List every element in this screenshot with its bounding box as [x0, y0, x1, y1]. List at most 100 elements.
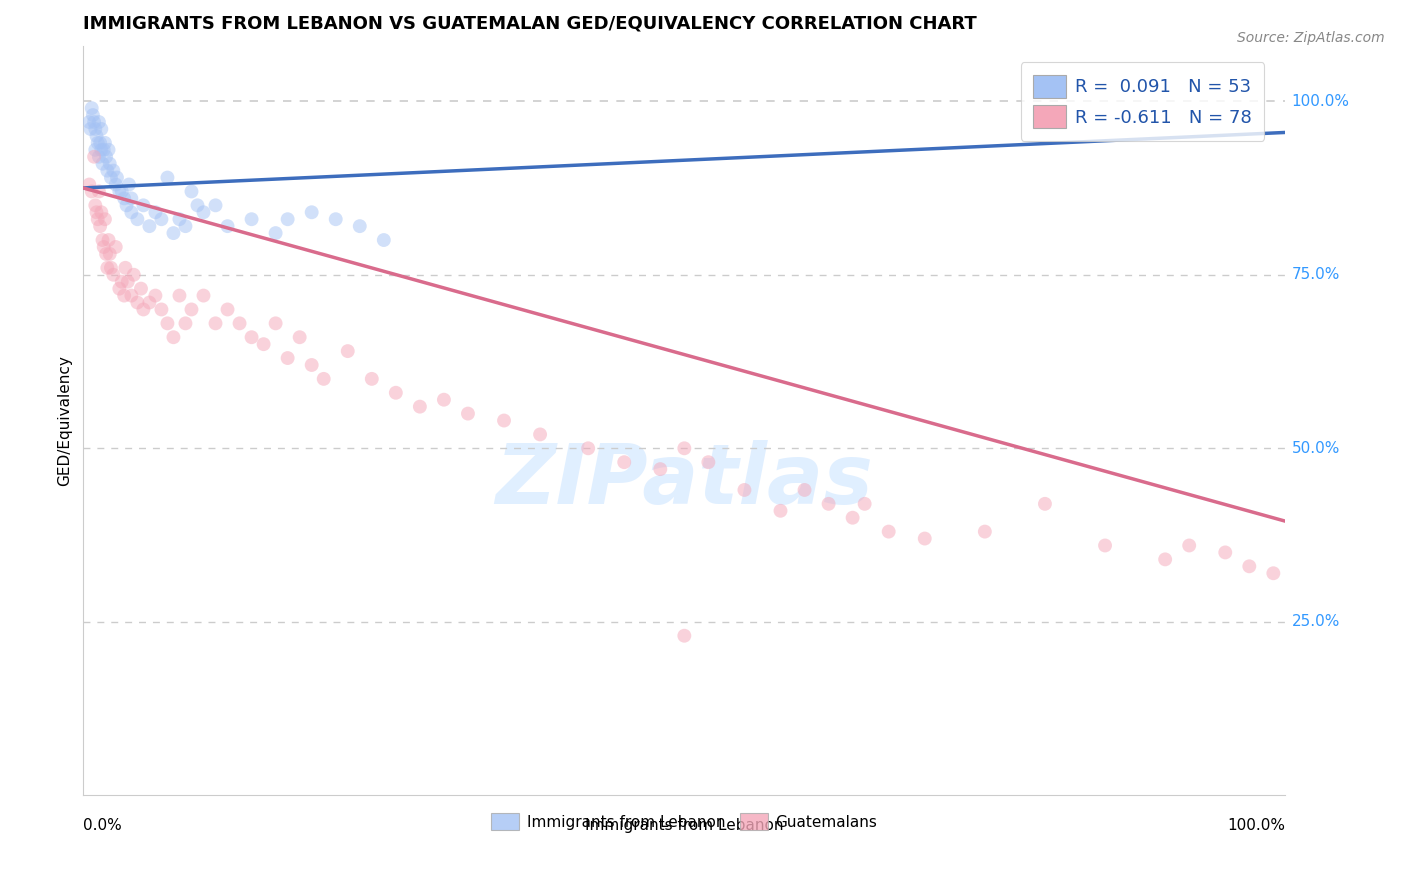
Point — [83, 150, 105, 164]
Point — [252, 337, 274, 351]
Point — [277, 351, 299, 365]
Point — [204, 198, 226, 212]
Point — [277, 212, 299, 227]
Text: 0.0%: 0.0% — [83, 818, 122, 833]
Point — [169, 212, 191, 227]
Point — [492, 413, 515, 427]
Point — [1239, 559, 1261, 574]
Point — [264, 226, 287, 240]
Point — [613, 455, 636, 469]
Point — [87, 185, 110, 199]
Point — [288, 330, 311, 344]
Point — [80, 101, 103, 115]
Point — [973, 524, 995, 539]
Point — [90, 122, 112, 136]
Point — [264, 316, 287, 330]
Point — [84, 198, 107, 212]
Point — [162, 226, 184, 240]
Point — [228, 316, 250, 330]
Point — [118, 178, 141, 192]
Point — [1094, 539, 1116, 553]
Point — [96, 163, 118, 178]
Point — [150, 212, 173, 227]
Point — [83, 115, 105, 129]
Point — [150, 302, 173, 317]
Point — [877, 524, 900, 539]
Point — [87, 150, 110, 164]
Point — [120, 205, 142, 219]
Point — [373, 233, 395, 247]
Point — [97, 143, 120, 157]
Point — [104, 178, 127, 192]
Y-axis label: GED/Equivalency: GED/Equivalency — [58, 355, 72, 486]
Point — [204, 316, 226, 330]
Text: ZIPatlas: ZIPatlas — [495, 440, 873, 521]
Point — [360, 372, 382, 386]
Point — [120, 191, 142, 205]
Point — [108, 185, 131, 199]
Point — [217, 302, 239, 317]
Point — [132, 198, 155, 212]
Point — [117, 275, 139, 289]
Point — [1263, 566, 1285, 581]
Point — [673, 629, 696, 643]
Point — [145, 288, 167, 302]
Point — [576, 442, 599, 456]
Point — [325, 212, 347, 227]
Point — [100, 170, 122, 185]
Point — [733, 483, 755, 497]
Text: Immigrants from Lebanon: Immigrants from Lebanon — [585, 818, 783, 833]
Point — [433, 392, 456, 407]
Point — [817, 497, 839, 511]
Point — [86, 205, 108, 219]
Point — [769, 504, 792, 518]
Text: 25.0%: 25.0% — [1291, 615, 1340, 630]
Point — [91, 156, 114, 170]
Point — [240, 212, 263, 227]
Point — [86, 128, 108, 143]
Point — [312, 372, 335, 386]
Point — [853, 497, 876, 511]
Point — [138, 295, 160, 310]
Point — [115, 198, 138, 212]
Legend: Immigrants from Lebanon, Guatemalans: Immigrants from Lebanon, Guatemalans — [485, 806, 883, 837]
Point — [156, 170, 179, 185]
Point — [94, 150, 117, 164]
Point — [336, 344, 359, 359]
Point — [1154, 552, 1177, 566]
Point — [129, 282, 152, 296]
Point — [105, 170, 128, 185]
Point — [90, 205, 112, 219]
Point — [180, 302, 202, 317]
Text: 50.0%: 50.0% — [1291, 441, 1340, 456]
Point — [97, 233, 120, 247]
Point — [79, 178, 101, 192]
Point — [91, 233, 114, 247]
Point — [80, 185, 103, 199]
Point — [697, 455, 720, 469]
Point — [112, 191, 135, 205]
Point — [186, 198, 208, 212]
Point — [122, 268, 145, 282]
Point — [174, 219, 197, 234]
Point — [914, 532, 936, 546]
Point — [94, 247, 117, 261]
Point — [457, 407, 479, 421]
Point — [301, 205, 323, 219]
Point — [385, 385, 408, 400]
Point — [86, 136, 108, 150]
Point — [793, 483, 815, 497]
Point — [103, 163, 125, 178]
Point — [409, 400, 432, 414]
Point — [240, 330, 263, 344]
Point — [86, 212, 108, 227]
Point — [156, 316, 179, 330]
Point — [87, 115, 110, 129]
Point — [103, 268, 125, 282]
Point — [111, 185, 134, 199]
Point — [79, 122, 101, 136]
Text: IMMIGRANTS FROM LEBANON VS GUATEMALAN GED/EQUIVALENCY CORRELATION CHART: IMMIGRANTS FROM LEBANON VS GUATEMALAN GE… — [83, 15, 977, 33]
Point — [112, 288, 135, 302]
Point — [127, 295, 149, 310]
Point — [89, 136, 111, 150]
